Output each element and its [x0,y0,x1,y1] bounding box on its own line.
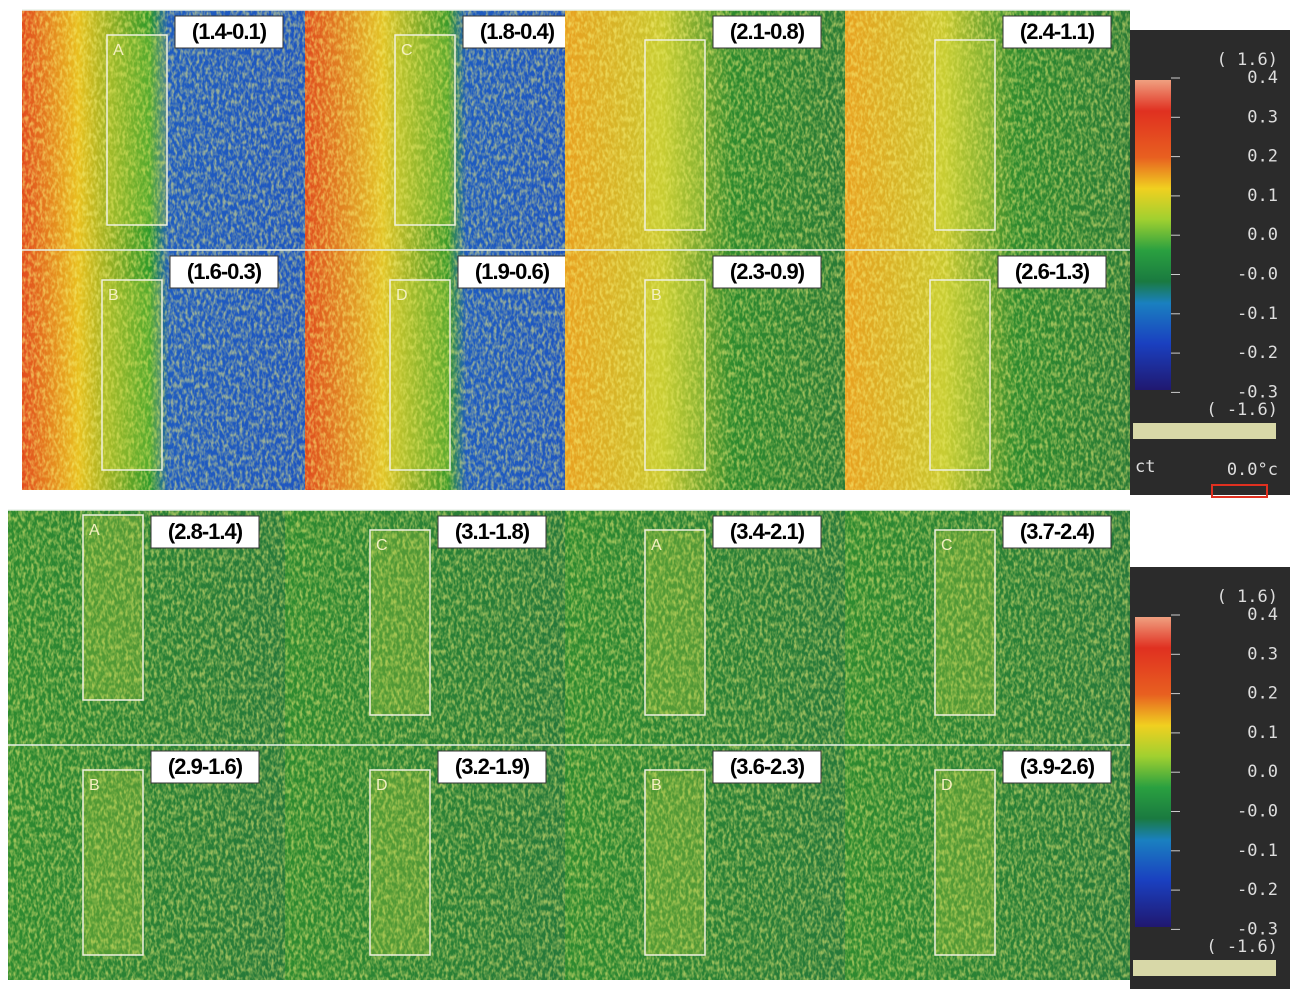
tile-label: (3.4-2.1) [730,519,805,544]
thermal-tile: A (1.4-0.1) [22,10,305,250]
specimen-outline [645,280,705,470]
thermal-tile: B (2.9-1.6) [8,745,285,980]
scale-label: 0.4 [1247,605,1278,625]
specimen-outline [370,530,430,715]
tile-label: (2.9-1.6) [168,754,243,779]
color-bar [1135,617,1171,927]
scale-label: 0.1 [1247,723,1278,743]
tile-label: (1.9-0.6) [475,259,550,284]
scale-label: -0.2 [1237,880,1278,900]
scale-top: ( 1.6) [1217,587,1278,607]
specimen-outline [935,770,995,955]
specimen-letter: B [651,287,662,304]
tile-label: (2.3-0.9) [730,259,805,284]
scale-ct: ct [1135,457,1155,477]
specimen-letter: C [376,537,388,554]
thermal-tile: D (1.9-0.6) [305,250,566,490]
scale-label: 0.0 [1247,225,1278,245]
scale-label: -0.1 [1237,304,1278,324]
tile-label: (3.7-2.4) [1020,519,1095,544]
specimen-letter: D [941,777,953,794]
tile-label: (2.8-1.4) [168,519,243,544]
thermal-tile: A (2.8-1.4) [8,510,285,745]
specimen-outline [370,770,430,955]
tile-label: (2.6-1.3) [1015,259,1090,284]
scale-label: -0.0 [1237,802,1278,822]
specimen-letter: B [108,287,119,304]
thermal-tile: D (3.2-1.9) [285,745,565,980]
tile-label: (2.4-1.1) [1020,19,1095,44]
scale-label: -0.2 [1237,343,1278,363]
scale-strip [1133,960,1276,976]
thermal-tile: C (3.1-1.8) [285,510,565,745]
thermal-tile: B (3.6-2.3) [565,745,845,980]
thermal-figure: A (1.4-0.1) C (1.8-0.4) (2.1-0.8) (2.4-1.1) B (… [0,0,1291,989]
scale-top: ( 1.6) [1217,50,1278,70]
specimen-outline [645,40,705,230]
tile-label: (3.6-2.3) [730,754,805,779]
thermal-tile: A (3.4-2.1) [565,510,845,745]
tile-label: (1.8-0.4) [480,19,555,44]
scale-bottom: ( -1.6) [1206,400,1278,420]
specimen-outline [83,770,143,955]
thermal-tile: D (3.9-2.6) [845,745,1130,980]
specimen-letter: D [376,777,388,794]
specimen-outline [107,35,167,225]
thermal-tile: C (3.7-2.4) [845,510,1130,745]
specimen-outline [645,530,705,715]
scale-reading: 0.0°c [1227,460,1278,480]
thermal-tile: (2.4-1.1) [845,10,1130,250]
scale-strip [1133,423,1276,439]
tile-label: (3.9-2.6) [1020,754,1095,779]
specimen-letter: C [941,537,953,554]
scale-label: 0.3 [1247,644,1278,664]
specimen-outline [935,530,995,715]
tile-label: (3.1-1.8) [455,519,530,544]
specimen-outline [395,35,455,225]
thermal-tile: B (2.3-0.9) [565,250,845,490]
specimen-letter: A [113,42,124,59]
specimen-outline [645,770,705,955]
specimen-letter: B [651,777,662,794]
tile-label: (1.4-0.1) [192,19,267,44]
specimen-letter: C [401,42,413,59]
tile-label: (2.1-0.8) [730,19,805,44]
specimen-outline [83,515,143,700]
scale-label: -0.1 [1237,841,1278,861]
specimen-outline [935,40,995,230]
tile-label: (3.2-1.9) [455,754,530,779]
specimen-letter: B [89,777,100,794]
scale-label: 0.3 [1247,107,1278,127]
scale-label: 0.1 [1247,186,1278,206]
scale-label: 0.2 [1247,684,1278,704]
thermal-tile: (2.1-0.8) [565,10,845,250]
tile-label: (1.6-0.3) [187,259,262,284]
scale-label: 0.4 [1247,68,1278,88]
thermal-tile: C (1.8-0.4) [305,10,571,250]
scale-bottom: ( -1.6) [1206,937,1278,957]
scale-label: 0.2 [1247,147,1278,167]
scale-label: -0.0 [1237,265,1278,285]
scale-label: 0.0 [1247,762,1278,782]
thermal-tile: B (1.6-0.3) [22,250,305,490]
specimen-outline [390,280,450,470]
thermal-tile: (2.6-1.3) [845,250,1130,490]
specimen-letter: A [651,537,662,554]
specimen-outline [102,280,162,470]
color-bar [1135,80,1171,390]
specimen-letter: A [89,522,100,539]
specimen-letter: D [396,287,408,304]
specimen-outline [930,280,990,470]
